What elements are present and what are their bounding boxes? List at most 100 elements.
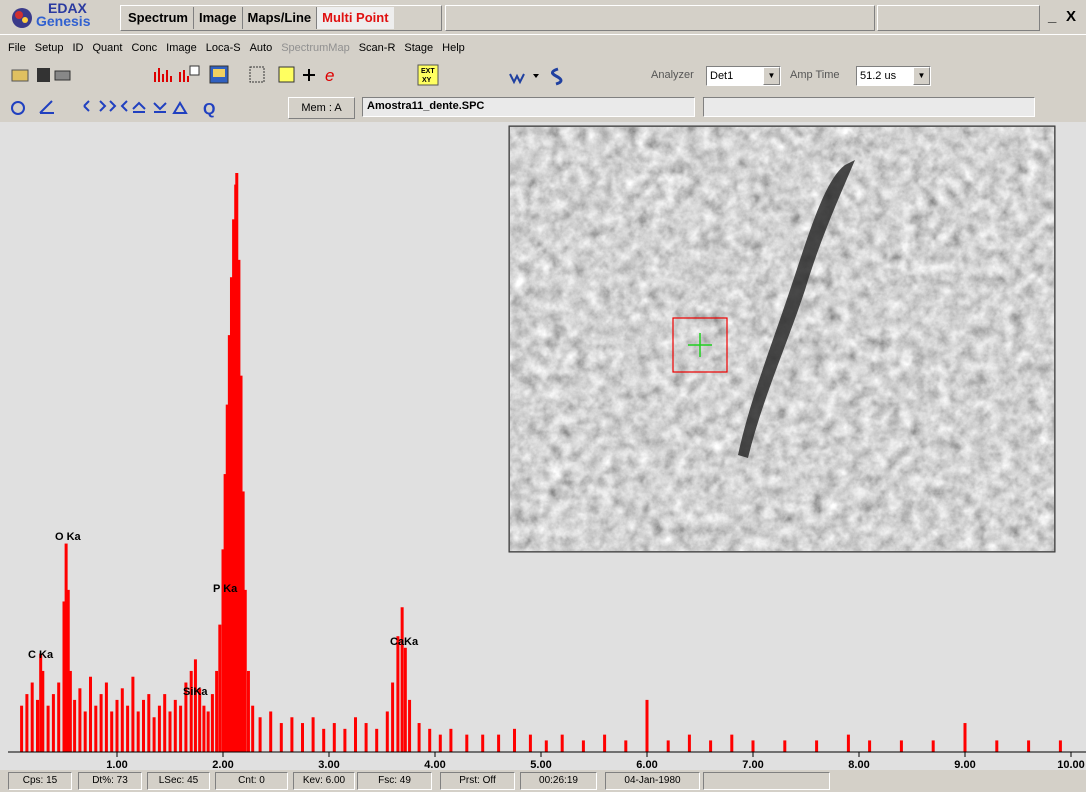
spectrum-bar xyxy=(322,729,325,752)
spectrum-bar xyxy=(582,740,585,752)
spectrum-bar xyxy=(545,740,548,752)
status-bar: Cps: 15 Dt%: 73 LSec: 45 Cnt: 0 Kev: 6.00Fsc… xyxy=(0,771,1086,792)
spectrum-bar xyxy=(84,711,87,752)
spectrum-bar xyxy=(932,740,935,752)
spectrum-bar xyxy=(497,735,500,752)
spectrum-bar xyxy=(73,700,76,752)
spectrum-bar xyxy=(667,740,670,752)
status-cell xyxy=(703,772,830,790)
spectrum-bar xyxy=(20,706,23,752)
peak-label: C Ka xyxy=(28,649,54,661)
x-tick-label: 2.00 xyxy=(212,759,233,770)
spectrum-bar xyxy=(449,729,452,752)
x-tick-label: 7.00 xyxy=(742,759,763,770)
spectrum-bar xyxy=(408,700,411,752)
spectrum-bar xyxy=(207,711,210,752)
spectrum-bar xyxy=(481,735,484,752)
peak-label: P Ka xyxy=(213,583,238,595)
spectrum-bar xyxy=(89,677,92,752)
status-cell: Cnt: 0 xyxy=(215,772,288,790)
spectrum-bar xyxy=(964,723,967,752)
spectrum-bar xyxy=(202,706,205,752)
status-cell: 04-Jan-1980 xyxy=(605,772,700,790)
spectrum-bar xyxy=(688,735,691,752)
spectrum-bar xyxy=(52,694,55,752)
spectrum-bar xyxy=(900,740,903,752)
status-cell: Cps: 15 xyxy=(8,772,72,790)
x-tick-label: 4.00 xyxy=(424,759,445,770)
spectrum-bar xyxy=(709,740,712,752)
spectrum-bar xyxy=(439,735,442,752)
spectrum-bar xyxy=(995,740,998,752)
spectrum-bar xyxy=(1027,740,1030,752)
peak-label: CaKa xyxy=(390,636,419,648)
status-cell: Kev: 6.00 xyxy=(293,772,355,790)
spectrum-bar xyxy=(211,694,214,752)
spectrum-bar xyxy=(78,688,81,752)
spectrum-bar xyxy=(251,706,254,752)
spectrum-bar xyxy=(126,706,129,752)
spectrum-bar xyxy=(41,671,44,752)
spectrum-bar xyxy=(333,723,336,752)
spectrum-bar xyxy=(131,677,134,752)
spectrum-bar xyxy=(280,723,283,752)
spectrum-bar xyxy=(513,729,516,752)
spectrum-bar xyxy=(396,636,399,752)
sem-image xyxy=(509,126,1055,552)
spectrum-bar xyxy=(105,683,108,752)
spectrum-bar xyxy=(815,740,818,752)
spectrum-bar xyxy=(47,706,50,752)
spectrum-bar xyxy=(269,711,272,752)
spectrum-bar xyxy=(169,711,172,752)
spectrum-bar xyxy=(365,723,368,752)
spectrum-bar xyxy=(25,694,28,752)
spectrum-bar xyxy=(290,717,293,752)
spectrum-bar xyxy=(215,671,218,752)
spectrum-bar xyxy=(428,729,431,752)
status-cell: 00:26:19 xyxy=(520,772,597,790)
spectrum-bar xyxy=(190,671,193,752)
spectrum-bar xyxy=(179,706,182,752)
spectrum-bar xyxy=(783,740,786,752)
spectrum-bar xyxy=(218,625,221,752)
spectrum-bar xyxy=(312,717,315,752)
spectrum-bar xyxy=(110,711,113,752)
spectrum-bar xyxy=(116,700,119,752)
spectrum-bar xyxy=(259,717,262,752)
x-tick-label: 10.00 xyxy=(1057,759,1085,770)
spectrum-bar xyxy=(158,706,161,752)
status-cell: Fsc: 49 xyxy=(357,772,432,790)
x-tick-label: 6.00 xyxy=(636,759,657,770)
spectrum-bar xyxy=(465,735,468,752)
spectrum-bar xyxy=(624,740,627,752)
spectrum-bar xyxy=(730,735,733,752)
x-tick-label: 1.00 xyxy=(106,759,127,770)
x-tick-label: 3.00 xyxy=(318,759,339,770)
spectrum-bar xyxy=(94,706,97,752)
status-cell: Prst: Off xyxy=(440,772,515,790)
status-cell: LSec: 45 xyxy=(147,772,210,790)
spectrum-bar xyxy=(69,671,72,752)
spectrum-bar xyxy=(401,607,404,752)
spectrum-bar xyxy=(194,659,197,752)
spectrum-bar xyxy=(247,671,250,752)
x-tick-label: 9.00 xyxy=(954,759,975,770)
status-cell: Dt%: 73 xyxy=(78,772,142,790)
spectrum-bar xyxy=(57,683,60,752)
spectrum-bar xyxy=(386,711,389,752)
spectrum-bar xyxy=(752,740,755,752)
peak-label: O Ka xyxy=(55,531,82,543)
spectrum-bar xyxy=(561,735,564,752)
spectrum-bar xyxy=(36,700,39,752)
spectrum-bar xyxy=(646,700,649,752)
spectrum-view: 1.002.003.004.005.006.007.008.009.0010.0… xyxy=(0,0,1086,770)
spectrum-bar xyxy=(529,735,532,752)
spectrum-bar xyxy=(868,740,871,752)
spectrum-bar xyxy=(343,729,346,752)
spectrum-bar xyxy=(375,729,378,752)
peak-label: SiKa xyxy=(183,686,208,698)
app-window: EDAX Genesis SpectrumImageMaps/LineMulti… xyxy=(0,0,1086,792)
spectrum-bar xyxy=(31,683,34,752)
spectrum-bar xyxy=(174,700,177,752)
spectrum-bar xyxy=(153,717,156,752)
